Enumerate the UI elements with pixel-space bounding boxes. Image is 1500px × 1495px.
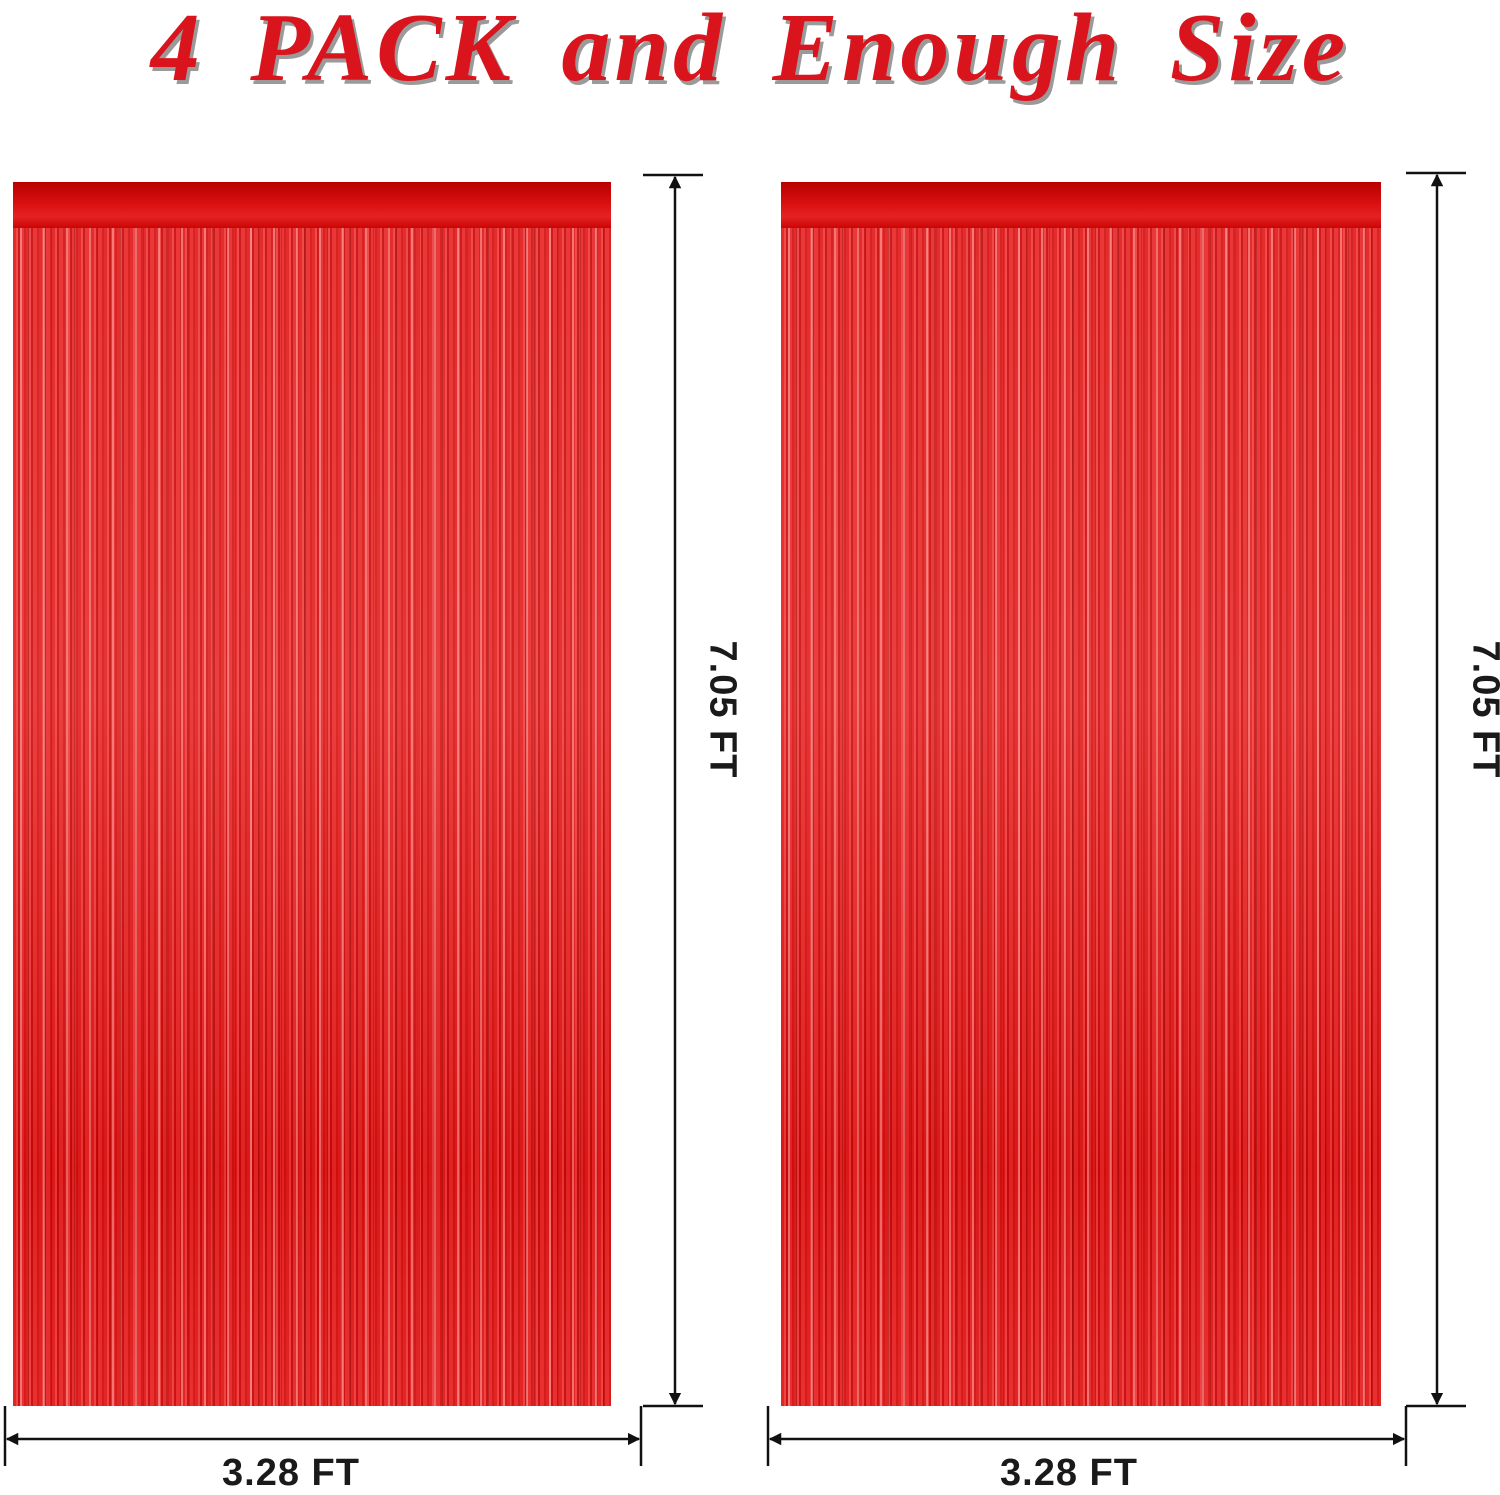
curtain-header-band xyxy=(781,182,1381,228)
width-label-left: 3.28 FT xyxy=(222,1452,360,1494)
height-label-left: 7.05 FT xyxy=(701,640,744,779)
curtain-header-band xyxy=(13,182,611,228)
width-dimension-right xyxy=(766,1406,1408,1466)
headline-title: 4 PACK and Enough Size xyxy=(150,0,1350,102)
height-label-right: 7.05 FT xyxy=(1464,640,1500,779)
height-dimension-left xyxy=(643,173,703,1408)
width-dimension-left xyxy=(3,1406,643,1466)
foil-curtain-left xyxy=(13,182,611,1406)
height-dimension-right xyxy=(1406,171,1466,1408)
curtain-fringe xyxy=(781,228,1381,1406)
foil-curtain-right xyxy=(781,182,1381,1406)
width-label-right: 3.28 FT xyxy=(1000,1452,1138,1494)
curtain-fringe xyxy=(13,228,611,1406)
